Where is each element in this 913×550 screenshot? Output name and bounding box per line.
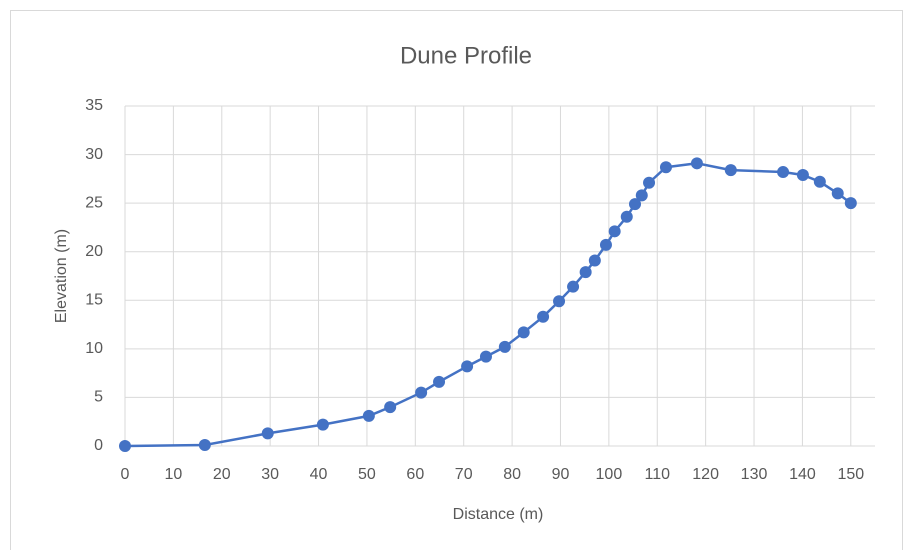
data-point bbox=[777, 166, 790, 179]
data-point bbox=[629, 198, 641, 211]
x-tick-label: 140 bbox=[789, 466, 816, 483]
x-tick-label: 100 bbox=[596, 466, 623, 483]
data-point bbox=[198, 439, 211, 452]
data-point bbox=[588, 254, 601, 267]
x-tick-label: 30 bbox=[261, 466, 279, 483]
x-tick-label: 150 bbox=[837, 466, 864, 483]
x-tick-label: 70 bbox=[455, 466, 473, 483]
data-point bbox=[461, 360, 474, 373]
data-point bbox=[608, 225, 621, 238]
data-point bbox=[517, 326, 530, 339]
data-point bbox=[643, 176, 656, 189]
x-tick-label: 50 bbox=[358, 466, 376, 483]
data-point bbox=[498, 340, 511, 353]
data-point bbox=[433, 375, 446, 388]
y-tick-label: 10 bbox=[85, 340, 103, 357]
data-point bbox=[119, 440, 131, 452]
data-point bbox=[362, 409, 375, 422]
data-point bbox=[579, 266, 592, 279]
data-point bbox=[813, 175, 826, 188]
x-axis-title: Distance (m) bbox=[453, 506, 544, 523]
data-point bbox=[635, 189, 648, 202]
y-tick-label: 20 bbox=[85, 243, 103, 260]
x-tick-label: 0 bbox=[121, 466, 130, 483]
chart-title: Dune Profile bbox=[400, 42, 532, 69]
y-axis-title: Elevation (m) bbox=[53, 229, 70, 323]
data-point bbox=[724, 164, 737, 177]
data-point bbox=[690, 157, 703, 170]
data-point bbox=[537, 310, 550, 323]
data-point bbox=[261, 427, 274, 440]
data-point bbox=[599, 238, 612, 251]
data-point bbox=[384, 401, 397, 414]
data-point bbox=[479, 350, 492, 363]
y-tick-label: 0 bbox=[94, 437, 103, 454]
data-point bbox=[415, 386, 428, 399]
x-tick-label: 80 bbox=[503, 466, 521, 483]
y-tick-label: 5 bbox=[94, 389, 103, 406]
data-point bbox=[831, 187, 844, 200]
x-tick-label: 110 bbox=[645, 466, 671, 483]
x-tick-label: 120 bbox=[692, 466, 719, 483]
x-tick-label: 40 bbox=[310, 466, 328, 483]
data-point bbox=[567, 280, 580, 293]
data-point bbox=[316, 418, 329, 431]
x-tick-label: 10 bbox=[164, 466, 182, 483]
y-tick-label: 25 bbox=[85, 194, 103, 211]
y-tick-label: 15 bbox=[85, 292, 103, 309]
data-point bbox=[796, 168, 809, 181]
data-point bbox=[844, 197, 857, 210]
data-point bbox=[659, 161, 672, 174]
x-tick-label: 60 bbox=[406, 466, 424, 483]
data-point bbox=[553, 295, 566, 308]
y-tick-label: 35 bbox=[85, 97, 103, 114]
y-tick-label: 30 bbox=[85, 146, 103, 163]
x-tick-label: 90 bbox=[552, 466, 570, 483]
data-point bbox=[620, 210, 633, 223]
x-tick-label: 20 bbox=[213, 466, 231, 483]
x-tick-label: 130 bbox=[741, 466, 768, 483]
